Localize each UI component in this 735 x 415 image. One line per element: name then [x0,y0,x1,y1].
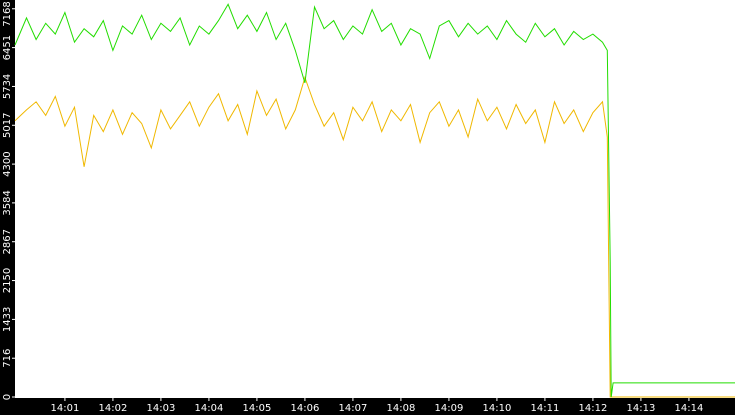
y-tick-label: 2867 [2,229,13,254]
x-tick-label: 14:11 [531,403,560,414]
y-tick-label: 716 [2,349,13,368]
series-line [14,75,735,398]
x-tick-label: 14:01 [51,403,80,414]
x-tick-label: 14:05 [243,403,272,414]
y-tick-label: 1433 [2,307,13,332]
y-tick-label: 0 [2,394,13,400]
x-tick-label: 14:10 [483,403,512,414]
y-axis-strip [0,0,15,415]
y-tick-label: 6451 [2,35,13,60]
series-line [14,3,735,398]
x-tick-label: 14:03 [147,403,176,414]
x-tick-label: 14:14 [675,403,704,414]
x-tick-label: 14:13 [627,403,656,414]
x-tick-label: 14:02 [99,403,128,414]
x-tick-label: 14:09 [435,403,464,414]
y-tick-label: 2150 [2,268,13,293]
y-tick-label: 5734 [2,74,13,99]
y-tick-label: 4300 [2,151,13,176]
x-tick-label: 14:12 [579,403,608,414]
y-tick-label: 3584 [2,190,13,215]
x-tick-label: 14:06 [291,403,320,414]
y-tick-label: 5017 [2,113,13,138]
x-tick-label: 14:08 [387,403,416,414]
y-tick-label: 7168 [2,1,13,26]
x-tick-label: 14:07 [339,403,368,414]
x-axis-strip [0,398,735,415]
x-tick-label: 14:04 [195,403,224,414]
